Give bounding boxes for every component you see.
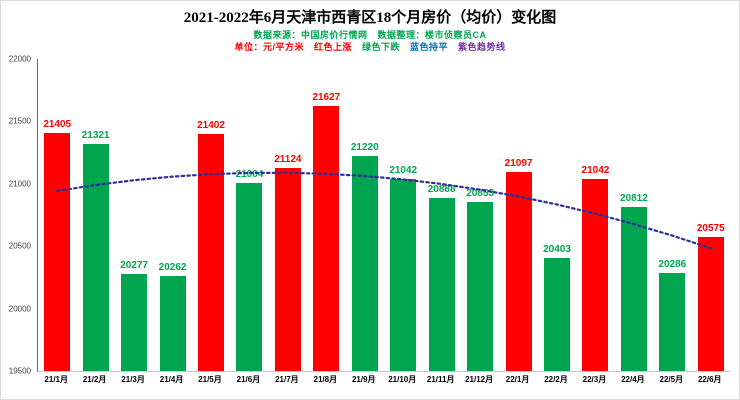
x-axis-label: 21/5月 xyxy=(198,375,222,384)
bar-value-label: 20286 xyxy=(658,258,687,270)
x-axis-label: 22/4月 xyxy=(621,375,645,384)
bar-21/10月 xyxy=(390,178,417,371)
x-axis-label: 22/2月 xyxy=(544,375,568,384)
bar-value-label: 21627 xyxy=(312,91,341,103)
chart-source-line: 数据来源：中国房价行情网 数据整理：楼市侦察员CA xyxy=(1,28,739,41)
bar-21/12月 xyxy=(467,202,494,371)
bar-value-label: 20277 xyxy=(120,260,148,272)
legend-segment-0: 单位：元/平方米 xyxy=(234,42,304,52)
x-axis-label: 21/2月 xyxy=(82,375,107,384)
x-axis-label: 22/1月 xyxy=(505,375,530,384)
x-axis-label: 21/12月 xyxy=(465,375,494,384)
bar-value-label: 21004 xyxy=(235,169,264,181)
y-axis-label: 19500 xyxy=(8,366,31,376)
bar-22/6月 xyxy=(697,236,724,371)
x-axis-label: 21/4月 xyxy=(159,375,184,384)
y-axis-label: 20500 xyxy=(8,241,31,251)
bar-21/5月 xyxy=(198,133,224,371)
bar-value-label: 21097 xyxy=(504,157,533,169)
legend-segment-4: 紫色趋势线 xyxy=(458,42,506,52)
plot-area: 21405 21321 20277 20262 21402 21004 21124 21627… xyxy=(37,59,730,372)
bar-21/7月 xyxy=(274,168,301,371)
x-axis-label: 21/9月 xyxy=(351,375,376,384)
bar-21/3月 xyxy=(121,274,148,371)
bar-value-label: 20888 xyxy=(427,183,456,195)
bar-value-label: 20403 xyxy=(543,244,571,256)
x-axis-label: 21/8月 xyxy=(313,375,338,384)
bar-value-label: 21124 xyxy=(274,154,302,166)
chart-legend-line: 单位：元/平方米 红色上涨 绿色下跌 蓝色持平 紫色趋势线 xyxy=(1,40,739,53)
bar-22/3月 xyxy=(582,178,609,371)
bar-22/4月 xyxy=(620,207,647,371)
x-axis-label: 21/6月 xyxy=(236,375,261,384)
bar-value-label: 20262 xyxy=(158,261,187,273)
x-axis-label: 21/11月 xyxy=(426,375,455,384)
bar-21/2月 xyxy=(82,143,109,371)
bar-value-label: 20575 xyxy=(696,222,725,234)
y-axis-label: 22000 xyxy=(8,54,31,64)
bar-22/1月 xyxy=(505,171,532,371)
x-axis-label: 21/3月 xyxy=(121,375,145,384)
x-axis-label: 21/10月 xyxy=(388,375,417,384)
bar-21/6月 xyxy=(236,183,263,371)
bar-value-label: 21321 xyxy=(81,129,110,141)
x-axis-label: 22/3月 xyxy=(582,375,607,384)
bar-21/9月 xyxy=(351,156,378,371)
legend-segment-2: 绿色下跌 xyxy=(361,42,400,52)
x-axis-label: 22/6月 xyxy=(697,375,722,384)
legend-segment-3: 蓝色持平 xyxy=(410,42,449,52)
source-segment-1: 数据整理：楼市侦察员CA xyxy=(377,30,487,40)
bar-value-label: 21042 xyxy=(581,164,610,176)
chart-title: 2021-2022年6月天津市西青区18个月房价（均价）变化图 xyxy=(183,10,557,26)
bar-21/11月 xyxy=(428,197,455,371)
x-axis-label: 22/5月 xyxy=(659,375,684,384)
bar-21/4月 xyxy=(159,275,186,371)
y-axis-label: 21500 xyxy=(8,116,31,126)
bar-value-label: 21042 xyxy=(389,164,418,176)
x-axis-label: 21/7月 xyxy=(275,375,299,384)
y-axis-label: 20000 xyxy=(8,304,31,314)
bar-21/1月 xyxy=(44,133,71,371)
y-axis-label: 21000 xyxy=(8,179,31,189)
bar-22/5月 xyxy=(659,272,686,371)
legend-segment-1: 红色上涨 xyxy=(313,42,352,52)
bar-22/2月 xyxy=(544,258,570,371)
bar-value-label: 21405 xyxy=(43,119,72,131)
y-axis: 19500 20000 20500 21000 21500 22000 xyxy=(1,55,34,376)
bar-value-label: 20812 xyxy=(619,193,648,205)
bar-21/8月 xyxy=(313,105,340,371)
source-segment-0: 数据来源：中国房价行情网 xyxy=(253,30,368,40)
x-axis: 21/1月 21/2月 21/3月 21/4月 21/5月 21/6月 21/7月 21/8月… xyxy=(37,374,729,390)
x-axis-label: 21/1月 xyxy=(44,375,68,384)
bar-value-label: 21220 xyxy=(350,142,379,154)
bar-value-label: 21402 xyxy=(197,119,225,131)
bar-value-label: 20853 xyxy=(466,188,494,200)
